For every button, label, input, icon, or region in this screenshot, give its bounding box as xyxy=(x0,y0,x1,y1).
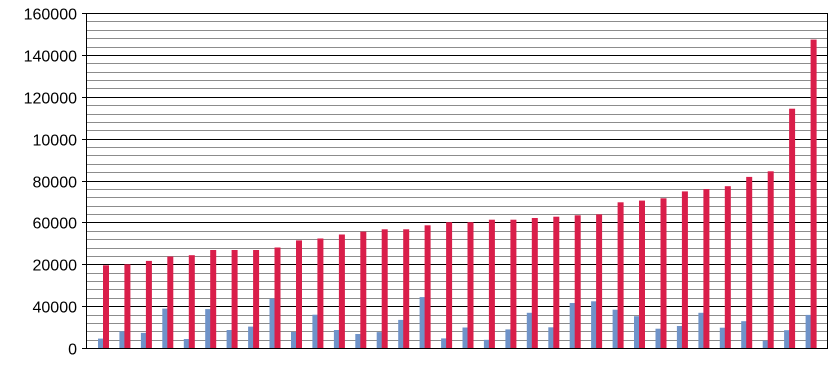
bar-series-1 xyxy=(676,326,683,348)
bar-series-1 xyxy=(248,326,255,348)
bar-series-1 xyxy=(205,309,212,348)
bar-series-2 xyxy=(488,219,495,348)
y-tick-label: 20000 xyxy=(33,258,78,275)
bar-series-1 xyxy=(505,329,512,348)
bar-series-1 xyxy=(291,331,297,348)
bar-series-1 xyxy=(741,321,748,348)
bar-series-1 xyxy=(655,328,662,348)
y-tick-label: 40000 xyxy=(33,300,78,317)
bar-series-2 xyxy=(103,265,109,348)
bar-series-2 xyxy=(274,247,281,348)
bar-series-1 xyxy=(698,312,705,348)
bar-series-2 xyxy=(746,176,753,348)
bar-series-1 xyxy=(548,327,555,348)
bar-series-2 xyxy=(188,255,195,348)
bar-series-2 xyxy=(296,240,302,348)
bar-series-2 xyxy=(446,222,453,348)
bar-series-2 xyxy=(381,229,388,348)
bar-series-1 xyxy=(162,308,169,348)
bar-series-2 xyxy=(145,260,152,348)
bar-series-1 xyxy=(784,330,791,348)
bar-series-2 xyxy=(639,200,645,348)
bar-series-1 xyxy=(591,301,598,348)
bar-series-2 xyxy=(467,222,474,348)
bar-series-2 xyxy=(403,229,410,348)
y-tick-label: 140000 xyxy=(24,49,77,66)
major-gridlines xyxy=(82,13,827,349)
bar-series-2 xyxy=(810,39,817,348)
bar-series-1 xyxy=(355,334,362,348)
bar-series-1 xyxy=(140,332,147,348)
y-tick-label: 120000 xyxy=(24,91,77,108)
bar-series-1 xyxy=(226,330,233,348)
bar-series-1 xyxy=(634,316,640,348)
bar-series-2 xyxy=(167,256,174,348)
bar-series-1 xyxy=(98,338,104,348)
bar-series-2 xyxy=(360,231,367,348)
y-tick-label: 10000 xyxy=(33,133,78,150)
bar-series-1 xyxy=(526,312,533,348)
bar-series-1 xyxy=(183,339,190,348)
bar-series-2 xyxy=(424,225,431,348)
bar-series-1 xyxy=(419,297,426,348)
bar-series-1 xyxy=(333,330,340,348)
bar-series-2 xyxy=(767,171,774,348)
bar-series-1 xyxy=(376,332,383,348)
bar-series-2 xyxy=(724,186,731,348)
bar-series-1 xyxy=(312,314,319,348)
bar-series-1 xyxy=(719,327,726,348)
bar-series-2 xyxy=(510,219,517,348)
bars xyxy=(98,39,817,349)
bar-series-1 xyxy=(483,339,490,348)
bar-series-2 xyxy=(681,191,688,348)
bar-series-1 xyxy=(269,298,276,348)
bar-series-2 xyxy=(253,250,260,348)
bar-series-1 xyxy=(805,314,812,348)
bar-series-2 xyxy=(596,214,603,348)
plot-frame xyxy=(86,13,828,349)
bar-series-2 xyxy=(338,234,345,348)
bar-series-1 xyxy=(398,319,405,348)
bar-series-2 xyxy=(124,264,131,349)
bar-series-1 xyxy=(612,309,619,348)
bar-series-1 xyxy=(441,338,448,348)
bar-series-1 xyxy=(569,303,576,348)
bar-series-1 xyxy=(762,340,769,348)
bar-series-2 xyxy=(553,216,560,348)
bar-series-2 xyxy=(617,202,624,348)
y-tick-label: 0 xyxy=(68,342,77,359)
y-tick-label: 80000 xyxy=(33,175,78,192)
bar-series-2 xyxy=(660,198,667,348)
bar-series-2 xyxy=(210,250,217,348)
bar-series-1 xyxy=(119,331,126,349)
bar-series-2 xyxy=(574,215,581,348)
bar-series-1 xyxy=(462,327,469,348)
bar-series-2 xyxy=(231,250,238,348)
bar-series-2 xyxy=(789,108,796,348)
y-tick-label: 60000 xyxy=(33,216,78,233)
bar-series-2 xyxy=(703,189,710,348)
bar-series-2 xyxy=(317,238,324,348)
y-tick-label: 160000 xyxy=(24,7,77,24)
y-axis-tick-labels: 0 40000 20000 60000 80000 10000 120000 140000 16… xyxy=(24,7,77,359)
bar-series-2 xyxy=(531,218,538,348)
